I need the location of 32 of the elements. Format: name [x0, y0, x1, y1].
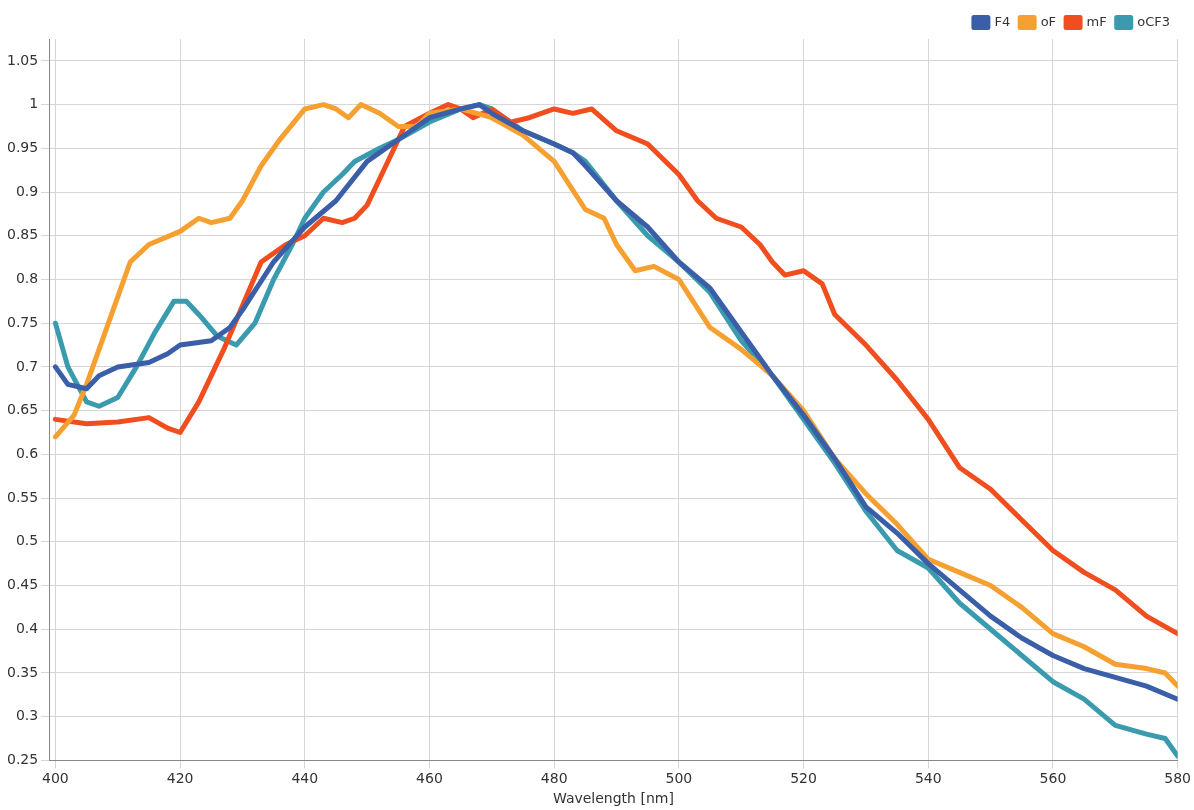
y-tick-label: 0.7 — [15, 357, 39, 374]
x-tick-label: 540 — [914, 770, 942, 787]
x-tick-label: 420 — [166, 770, 194, 787]
y-tick-label: 0.45 — [7, 576, 39, 593]
y-tick-label: 0.9 — [15, 182, 39, 199]
y-tick-label: 0.3 — [15, 707, 39, 724]
y-tick-label: 0.6 — [15, 444, 39, 461]
y-tick-label: 0.35 — [7, 663, 39, 680]
y-tick-label: 0.4 — [15, 619, 39, 636]
legend-label: oF — [1040, 13, 1057, 29]
y-tick-label: 0.85 — [7, 226, 39, 243]
x-tick-label: 520 — [790, 770, 817, 787]
x-tick-label: 400 — [42, 770, 69, 787]
y-tick-label: 0.25 — [7, 751, 39, 768]
legend-label: mF — [1086, 13, 1107, 29]
y-tick-label: 0.65 — [7, 401, 39, 418]
y-tick-label: 0.8 — [15, 270, 39, 287]
x-tick-label: 500 — [665, 770, 693, 787]
y-tick-label: 1 — [29, 95, 39, 112]
x-axis-title: Wavelength [nm] — [552, 790, 674, 807]
y-tick-label: 0.75 — [7, 313, 39, 330]
y-tick-label: 1.05 — [7, 51, 39, 68]
x-tick-label: 480 — [540, 770, 568, 787]
y-tick-label: 0.55 — [7, 488, 39, 505]
y-tick-label: 0.5 — [15, 532, 39, 549]
legend-label: F4 — [994, 13, 1011, 29]
y-tick-label: 0.95 — [7, 138, 39, 155]
legend-label: oCF3 — [1137, 13, 1170, 29]
x-tick-label: 560 — [1039, 770, 1067, 787]
x-tick-label: 580 — [1164, 770, 1192, 787]
x-tick-label: 460 — [416, 770, 443, 787]
x-tick-label: 440 — [291, 770, 319, 787]
